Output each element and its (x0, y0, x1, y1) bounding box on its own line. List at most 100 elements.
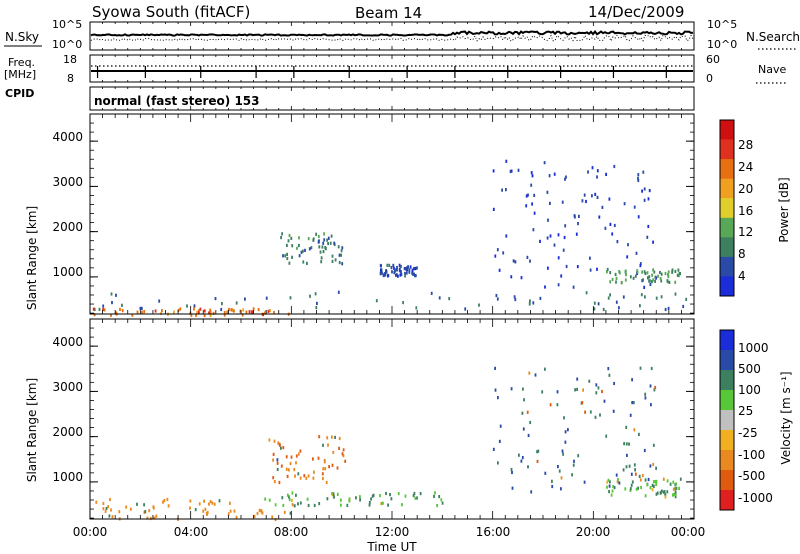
heatmap-cell (258, 508, 261, 512)
heatmap-cell (528, 302, 531, 306)
heatmap-cell (589, 256, 591, 260)
heatmap-cell (644, 396, 647, 400)
heatmap-cell (510, 169, 513, 173)
heatmap-cell (511, 486, 514, 490)
heatmap-cell (615, 300, 618, 304)
heatmap-cell (525, 194, 528, 198)
heatmap-cell (646, 235, 649, 239)
heatmap-cell (606, 485, 608, 489)
heatmap-cell (144, 510, 147, 514)
heatmap-cell (162, 500, 164, 504)
heatmap-cell (596, 195, 599, 199)
heatmap-cell (203, 309, 206, 313)
heatmap-cell (561, 449, 564, 453)
heatmap-cell (297, 472, 300, 476)
heatmap-cell (278, 480, 281, 485)
heatmap-cell (317, 456, 320, 460)
heatmap-cell (177, 308, 180, 312)
heatmap-cell (359, 498, 361, 502)
heatmap-cell (631, 378, 633, 382)
heatmap-cell (221, 302, 223, 306)
heatmap-cell (340, 249, 343, 253)
heatmap-cell (604, 226, 607, 230)
heatmap-cell (375, 299, 378, 303)
heatmap-cell (531, 174, 534, 178)
vel-cbar-tick-1000: 1000 (738, 341, 769, 355)
heatmap-cell (399, 273, 402, 277)
heatmap-cell (387, 503, 389, 507)
heatmap-cell (415, 306, 418, 310)
heatmap-cell (402, 301, 404, 305)
heatmap-cell (108, 514, 111, 518)
heatmap-cell (370, 497, 372, 501)
colorbar-swatch (720, 430, 734, 451)
colorbar-swatch (720, 410, 734, 431)
heatmap-cell (244, 297, 246, 301)
heatmap-cell (633, 205, 636, 209)
power-yticks (90, 113, 694, 314)
heatmap-cell (281, 496, 284, 500)
heatmap-cell (662, 477, 665, 481)
heatmap-cell (386, 263, 389, 267)
heatmap-cell (625, 425, 628, 429)
heatmap-cell (605, 434, 608, 438)
heatmap-cell (674, 490, 677, 494)
heatmap-cell (572, 285, 575, 289)
heatmap-cell (618, 481, 621, 485)
heatmap-cell (382, 273, 385, 277)
heatmap-cell (285, 467, 288, 471)
heatmap-cell (625, 269, 627, 273)
heatmap-cell (615, 276, 618, 281)
heatmap-cell (675, 482, 677, 486)
heatmap-cell (629, 275, 632, 279)
heatmap-cell (276, 467, 279, 472)
heatmap-cell (344, 459, 347, 463)
heatmap-cell (613, 486, 616, 490)
heatmap-cell (119, 307, 121, 311)
heatmap-cell (189, 499, 192, 503)
heatmap-cell (630, 483, 633, 487)
heatmap-cell (280, 446, 282, 450)
heatmap-cell (229, 509, 232, 513)
heatmap-cell (256, 511, 259, 516)
heatmap-cell (342, 448, 345, 452)
heatmap-cell (396, 268, 398, 272)
heatmap-cell (316, 301, 318, 305)
heatmap-cell (599, 413, 601, 417)
heatmap-cell (612, 484, 614, 489)
heatmap-cell (607, 367, 610, 371)
heatmap-cell (334, 258, 337, 262)
vel-cbar-tick-m1000: -1000 (738, 491, 773, 505)
heatmap-cell (253, 514, 256, 518)
heatmap-cell (616, 480, 619, 484)
heatmap-cell (613, 164, 616, 169)
heatmap-cell (532, 228, 535, 232)
heatmap-cell (521, 456, 524, 460)
heatmap-cell (509, 169, 512, 174)
heatmap-cell (232, 309, 235, 313)
heatmap-cell (228, 307, 230, 312)
heatmap-cell (197, 309, 200, 313)
heatmap-cell (553, 243, 556, 247)
velocity-colorbar (719, 329, 735, 511)
heatmap-cell (610, 493, 613, 497)
heatmap-cell (111, 515, 114, 519)
heatmap-cell (310, 246, 313, 250)
heatmap-cell (336, 466, 339, 470)
heatmap-cell (274, 503, 277, 507)
heatmap-cell (332, 450, 335, 454)
heatmap-cell (295, 461, 297, 465)
heatmap-cell (558, 469, 561, 473)
nsky-tick-top: 10^5 (52, 18, 82, 31)
heatmap-cell (305, 476, 308, 480)
heatmap-cell (282, 503, 285, 508)
heatmap-cell (646, 271, 649, 275)
heatmap-cell (396, 265, 398, 270)
heatmap-cell (398, 263, 401, 267)
heatmap-cell (413, 491, 416, 496)
heatmap-cell (587, 170, 589, 174)
heatmap-cell (414, 274, 417, 278)
time-xticks (89, 22, 695, 519)
heatmap-cell (359, 495, 361, 499)
heatmap-cell (464, 307, 467, 311)
